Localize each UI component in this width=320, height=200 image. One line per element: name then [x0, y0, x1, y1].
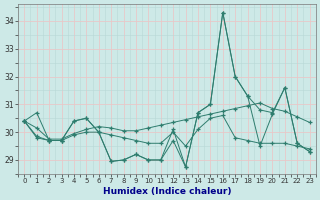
X-axis label: Humidex (Indice chaleur): Humidex (Indice chaleur)	[103, 187, 231, 196]
